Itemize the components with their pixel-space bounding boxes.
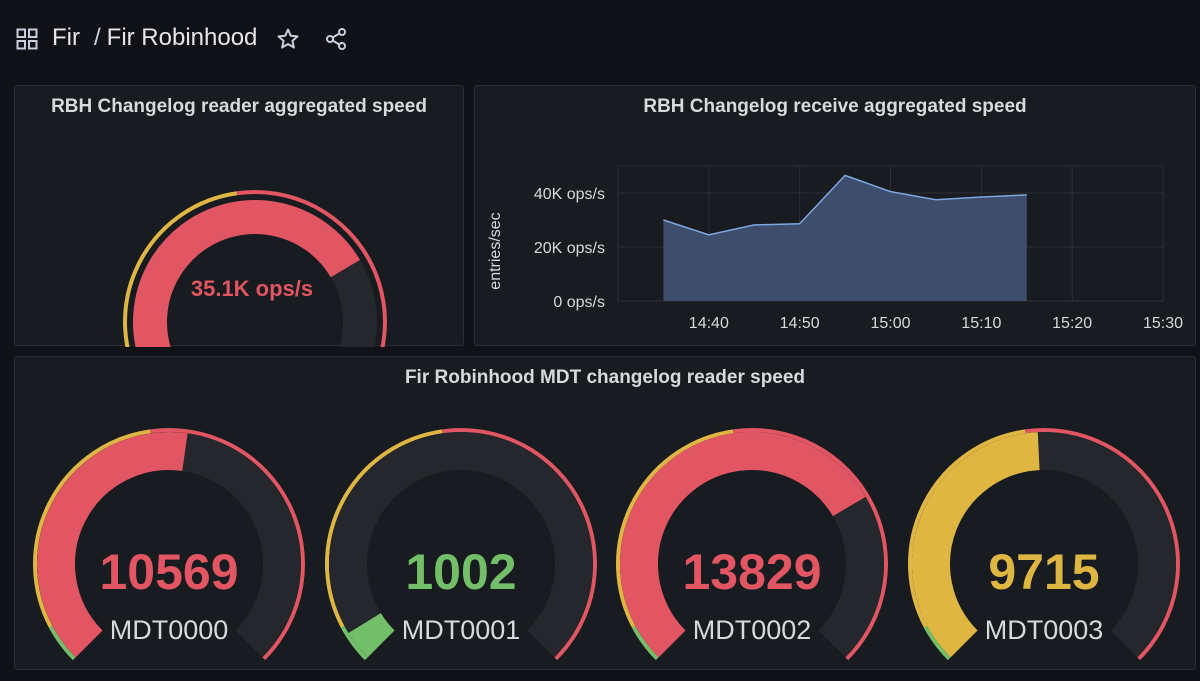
mdt-gauge-label: MDT0002 (693, 615, 812, 645)
x-tick-label: 15:20 (1052, 315, 1092, 332)
mdt-gauge-threshold-ring (325, 429, 443, 628)
dashboard-title[interactable]: Fir Robinhood (106, 24, 258, 51)
share-icon[interactable] (324, 27, 348, 51)
mdt-gauge-value-bar (348, 612, 395, 658)
aggregated-speed-panel[interactable]: RBH Changelog reader aggregated speed 35… (14, 85, 464, 347)
mdt-gauge-threshold-ring (616, 429, 734, 628)
breadcrumb-folder[interactable]: Fir (52, 24, 80, 51)
x-tick-label: 14:40 (689, 315, 729, 332)
receive-speed-chart: 0 ops/s 20K ops/s 40K ops/s 14:40 14:50 15:0… (487, 165, 1183, 332)
x-tick-label: 15:10 (961, 315, 1001, 332)
aggregated-gauge-threshold-ring (236, 190, 387, 347)
x-tick-label: 15:30 (1143, 315, 1183, 332)
receive-speed-panel[interactable]: RBH Changelog receive aggregated speed 0… (474, 85, 1196, 346)
series-area (663, 175, 1027, 301)
breadcrumb-separator: / (93, 24, 101, 51)
x-tick-label: 15:00 (870, 315, 910, 332)
mdt-gauge[interactable]: 9715 MDT0003 (908, 427, 1180, 661)
mdt-gauge-threshold-ring (631, 625, 659, 661)
mdt-gauge-label: MDT0000 (110, 615, 229, 645)
mdt-gauge-value-bar (912, 432, 1041, 658)
dashboard-header: Fir / Fir Robinhood (0, 0, 1200, 80)
mdt-gauge-value: 10569 (99, 544, 238, 600)
aggregated-gauge-value-bar (133, 200, 360, 347)
y-tick-label: 20K ops/s (534, 240, 605, 257)
mdt-gauge-threshold-ring (923, 625, 951, 661)
mdt-gauge-row: 10569 MDT0000 1002 MDT0001 13829 MDT0002 9715 M… (33, 427, 1180, 661)
mdt-gauge-threshold-ring (733, 427, 888, 661)
mdt-gauge[interactable]: 1002 MDT0001 (325, 427, 597, 661)
mdt-gauge[interactable]: 10569 MDT0000 (33, 427, 305, 661)
breadcrumb: Fir / Fir Robinhood (52, 24, 257, 52)
mdt-speed-panel[interactable]: Fir Robinhood MDT changelog reader speed… (14, 356, 1196, 670)
mdt-gauge-value-bar (619, 432, 866, 658)
mdt-gauge-threshold-ring (908, 429, 1026, 628)
dashboard-grid-icon[interactable] (16, 28, 38, 50)
aggregated-speed-gauge: 35.1K ops/s (123, 190, 387, 347)
y-tick-label: 40K ops/s (534, 186, 605, 203)
y-tick-label: 0 ops/s (553, 294, 605, 311)
x-tick-label: 14:50 (780, 315, 820, 332)
star-icon[interactable] (276, 27, 300, 51)
panel-title: Fir Robinhood MDT changelog reader speed (404, 367, 806, 388)
mdt-gauge-value: 9715 (988, 544, 1099, 600)
y-axis-label: entries/sec (487, 212, 504, 289)
mdt-gauge-threshold-ring (150, 427, 305, 661)
mdt-gauge-value: 13829 (682, 544, 821, 600)
mdt-gauge-label: MDT0001 (402, 615, 521, 645)
mdt-gauge-value-bar (37, 432, 188, 658)
mdt-gauge-threshold-ring (340, 625, 368, 661)
mdt-gauge-value: 1002 (405, 544, 516, 600)
mdt-gauge-track (329, 432, 593, 658)
mdt-gauge-threshold-ring (442, 427, 597, 661)
mdt-gauge[interactable]: 13829 MDT0002 (616, 427, 888, 661)
panel-title: RBH Changelog reader aggregated speed (51, 96, 427, 117)
mdt-gauge-threshold-ring (48, 625, 76, 661)
aggregated-gauge-threshold-ring (123, 191, 238, 347)
mdt-gauge-threshold-ring (33, 429, 151, 628)
gauge-value: 35.1K ops/s (191, 276, 313, 301)
panel-title: RBH Changelog receive aggregated speed (643, 96, 1027, 117)
mdt-gauge-label: MDT0003 (985, 615, 1104, 645)
mdt-gauge-threshold-ring (1025, 427, 1180, 661)
